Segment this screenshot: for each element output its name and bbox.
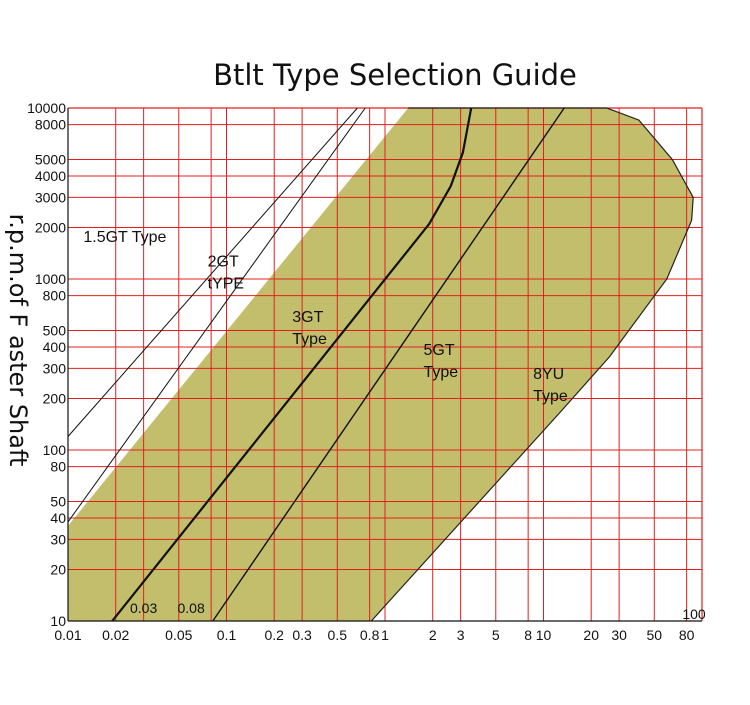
series-label: Type	[533, 388, 568, 405]
y-tick-label: 1000	[35, 271, 66, 287]
y-tick-label: 20	[50, 562, 66, 578]
series-label: 3GT	[292, 309, 323, 326]
x-tick-label: 8	[524, 627, 532, 643]
series-label: 8YU	[533, 366, 564, 383]
series-1-5gt-type-line	[67, 107, 358, 437]
series-8yu-boundary	[370, 107, 694, 622]
x-tick-label: 80	[679, 627, 695, 643]
series-2gt-type-line	[67, 107, 366, 523]
series-label: Type	[424, 364, 459, 381]
annotation-label: 100	[682, 606, 706, 622]
series-label: Type	[292, 331, 327, 348]
x-tick-label: 0.3	[292, 627, 312, 643]
y-tick-label: 400	[43, 339, 67, 355]
y-tick-label: 8000	[35, 117, 66, 133]
series-label: 1.5GT Type	[83, 229, 166, 246]
series-label: tYPE	[208, 276, 244, 293]
x-tick-label: 0.02	[102, 627, 129, 643]
chart-title: Btlt Type Selection Guide	[213, 58, 577, 92]
y-tick-label: 3000	[35, 189, 66, 205]
y-tick-label: 2000	[35, 220, 66, 236]
y-tick-label: 30	[50, 531, 66, 547]
series-label: 2GT	[208, 254, 239, 271]
y-tick-label: 4000	[35, 168, 66, 184]
y-tick-label: 100	[43, 442, 67, 458]
annotation-label: 0.08	[178, 600, 205, 616]
series-5gt-type-line	[212, 107, 565, 622]
x-tick-label: 30	[611, 627, 627, 643]
y-tick-label: 10	[50, 613, 66, 629]
x-tick-label: 5	[492, 627, 500, 643]
x-tick-label: 1	[381, 627, 389, 643]
y-tick-label: 80	[50, 459, 66, 475]
y-tick-label: 40	[50, 510, 66, 526]
x-tick-label: 0.8	[360, 627, 380, 643]
annotation-label: 0.03	[130, 600, 157, 616]
x-tick-label: 0.05	[165, 627, 192, 643]
x-tick-label: 2	[429, 627, 437, 643]
y-tick-label: 300	[43, 360, 67, 376]
series-3gt-type-line	[111, 107, 473, 622]
series-label: 5GT	[424, 342, 455, 359]
y-tick-label: 5000	[35, 151, 66, 167]
x-tick-label: 3	[457, 627, 465, 643]
y-tick-label: 500	[43, 322, 67, 338]
y-tick-label: 10000	[27, 100, 66, 116]
y-tick-label: 50	[50, 493, 66, 509]
x-tick-label: 0.2	[264, 627, 284, 643]
y-tick-label: 800	[43, 288, 67, 304]
x-tick-label: 10	[536, 627, 552, 643]
x-tick-label: 0.1	[217, 627, 237, 643]
x-tick-label: 20	[583, 627, 599, 643]
selection-region	[68, 108, 694, 621]
x-tick-label: 0.5	[328, 627, 348, 643]
x-tick-label: 0.01	[54, 627, 81, 643]
y-tick-label: 200	[43, 391, 67, 407]
x-tick-label: 50	[646, 627, 662, 643]
